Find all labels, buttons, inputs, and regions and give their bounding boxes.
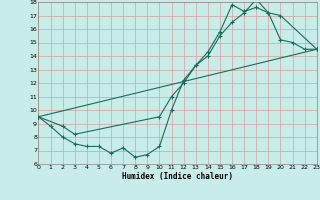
- X-axis label: Humidex (Indice chaleur): Humidex (Indice chaleur): [122, 172, 233, 181]
